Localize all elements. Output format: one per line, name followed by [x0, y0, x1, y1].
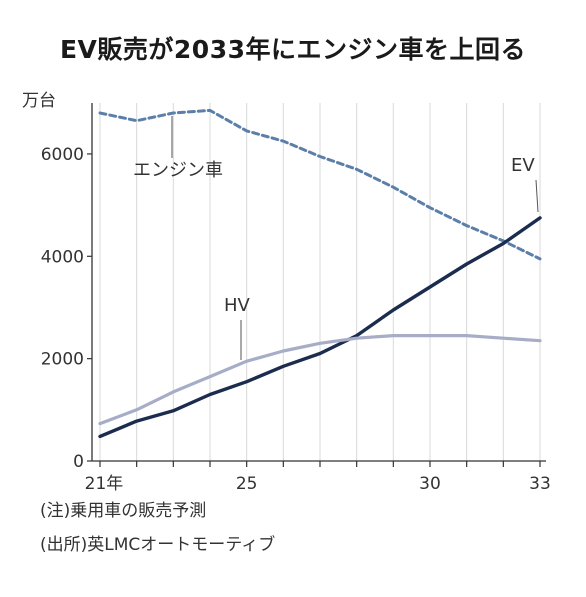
chart-title: EV販売が2033年にエンジン車を上回る — [59, 35, 526, 64]
y-tick-labels: 0 2000 4000 6000 — [41, 145, 84, 472]
y-tick-label-2000: 2000 — [41, 350, 84, 370]
axes — [87, 103, 546, 467]
y-tick-label-6000: 6000 — [41, 145, 84, 165]
x-tick-labels: 21年 25 30 33 — [85, 474, 551, 494]
series-line-2 — [98, 334, 542, 426]
x-tick-label-33: 33 — [529, 474, 551, 494]
series-line-1 — [98, 216, 542, 439]
y-tick-label-4000: 4000 — [41, 247, 84, 267]
y-tick-label-0: 0 — [73, 452, 84, 472]
x-tick-label-25: 25 — [236, 474, 258, 494]
grid-lines — [99, 103, 541, 461]
series-label-leader-1 — [535, 179, 539, 213]
footnote: (注)乗用車の販売予測 — [40, 501, 207, 521]
series-label-1: EV — [511, 155, 535, 176]
source-note: (出所)英LMCオートモーティブ — [40, 535, 276, 555]
x-tick-label-30: 30 — [419, 474, 441, 494]
series-label-2: HV — [224, 295, 251, 316]
series-label-0: エンジン車 — [133, 160, 223, 181]
y-axis-unit-label: 万台 — [22, 91, 56, 111]
x-tick-label-21: 21年 — [85, 474, 124, 494]
series-line-0 — [98, 108, 542, 261]
series-labels: エンジン車 EV HV — [133, 116, 539, 360]
series-lines — [98, 108, 542, 439]
